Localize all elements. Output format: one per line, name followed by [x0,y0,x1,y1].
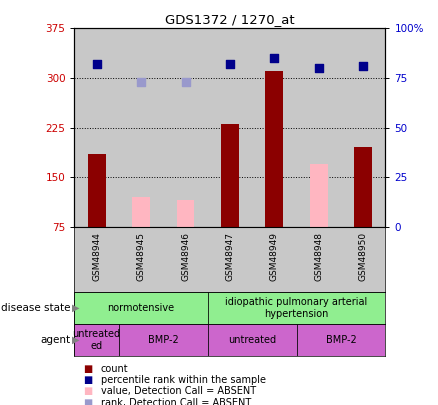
Text: GSM48950: GSM48950 [359,232,368,281]
Bar [221,124,239,227]
Text: disease state: disease state [0,303,70,313]
Bar [88,154,106,227]
Bar [354,147,372,227]
Text: GSM48947: GSM48947 [226,232,234,281]
Text: normotensive: normotensive [108,303,175,313]
Text: ▶: ▶ [72,303,80,313]
Text: ■: ■ [83,386,92,396]
Text: ■: ■ [83,364,92,373]
Text: ■: ■ [83,375,92,385]
Text: rank, Detection Call = ABSENT: rank, Detection Call = ABSENT [101,398,251,405]
Text: percentile rank within the sample: percentile rank within the sample [101,375,266,385]
Point [315,65,322,71]
Bar [74,292,208,324]
Bar [208,324,297,356]
Text: untreated: untreated [228,335,276,345]
Text: idiopathic pulmonary arterial
hypertension: idiopathic pulmonary arterial hypertensi… [226,297,368,319]
Bar [119,324,208,356]
Text: agent: agent [40,335,70,345]
Text: GSM48945: GSM48945 [137,232,145,281]
Text: ▶: ▶ [72,335,80,345]
Point [93,61,100,67]
Point [271,55,278,61]
Bar [132,197,150,227]
Bar [310,164,328,227]
Bar [74,324,119,356]
Text: GSM48944: GSM48944 [92,232,101,281]
Text: BMP-2: BMP-2 [148,335,179,345]
Text: BMP-2: BMP-2 [325,335,357,345]
Bar [297,324,385,356]
Text: GSM48946: GSM48946 [181,232,190,281]
Point [182,79,189,85]
Point [138,79,145,85]
Text: GSM48948: GSM48948 [314,232,323,281]
Bar [177,200,194,227]
Text: untreated
ed: untreated ed [73,329,121,351]
Point [226,61,233,67]
Text: GSM48949: GSM48949 [270,232,279,281]
Text: count: count [101,364,128,373]
Text: value, Detection Call = ABSENT: value, Detection Call = ABSENT [101,386,256,396]
Point [360,63,367,69]
Bar [265,71,283,227]
Bar [208,292,385,324]
Text: ■: ■ [83,398,92,405]
Title: GDS1372 / 1270_at: GDS1372 / 1270_at [165,13,295,26]
